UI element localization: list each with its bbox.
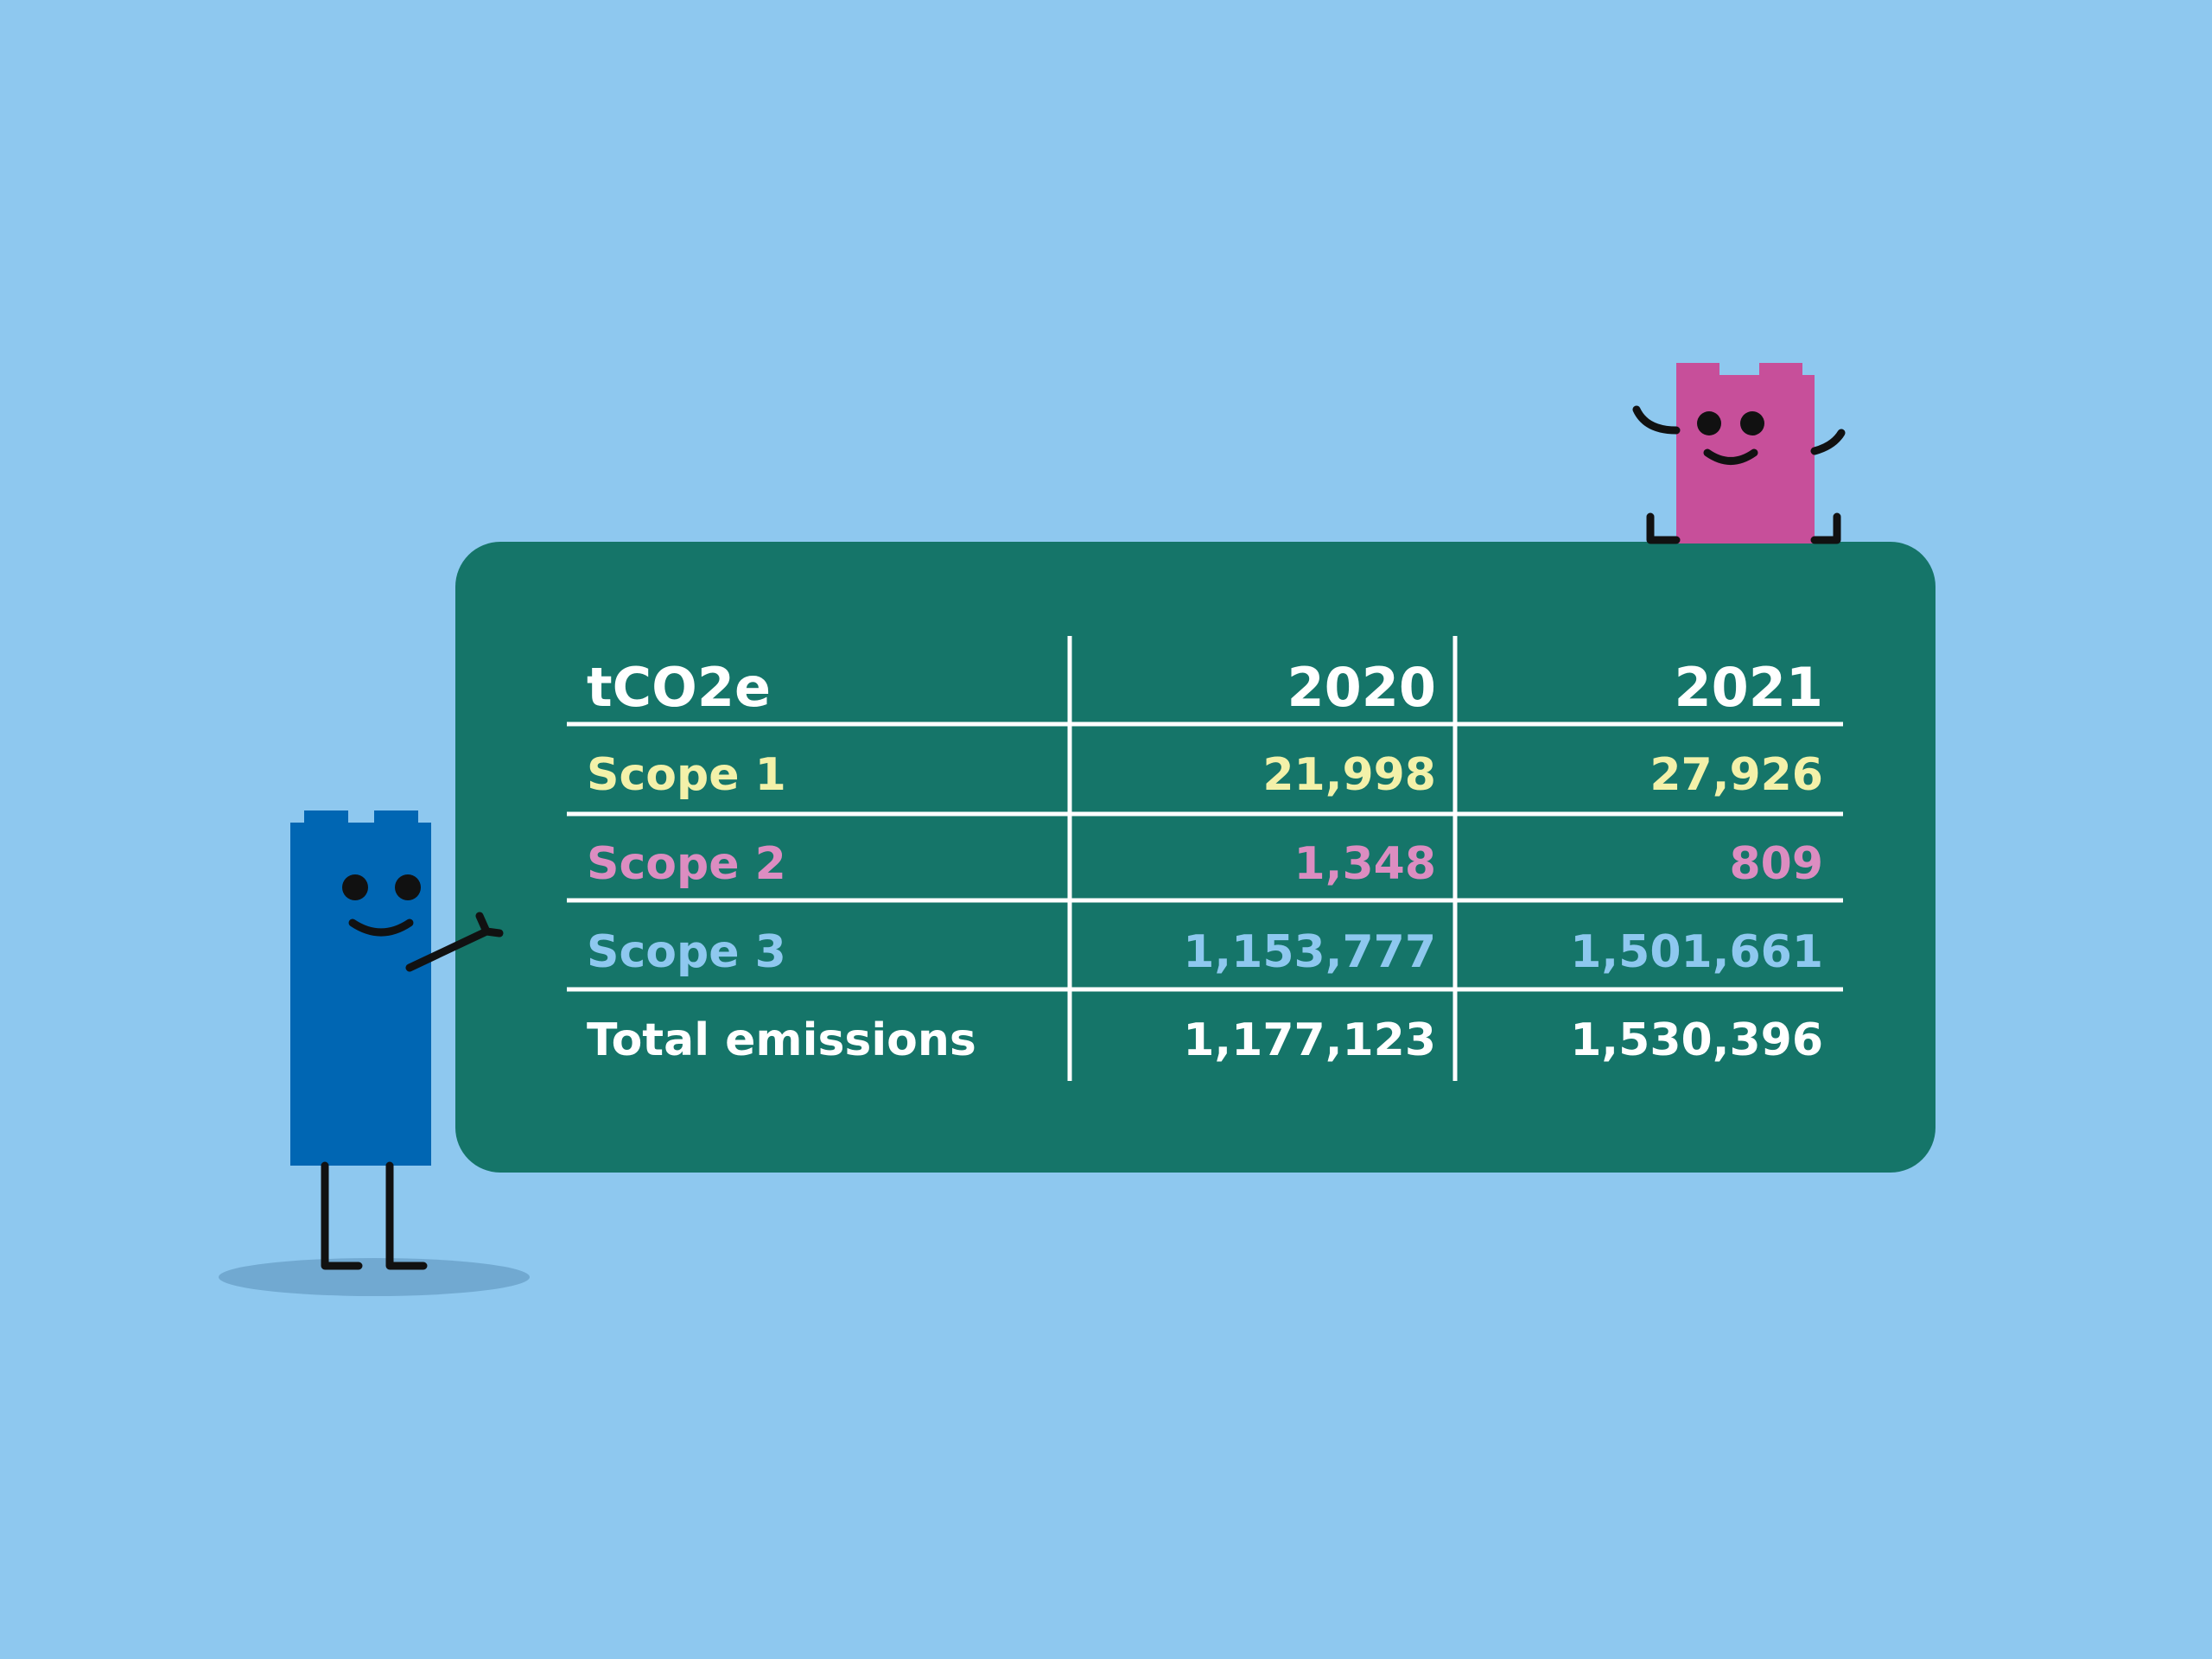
value-cell: 21,998 [1262,749,1436,801]
eye [1697,411,1721,435]
smile [348,918,414,937]
value-cell: 1,530,396 [1570,1014,1823,1066]
stud [1676,363,1719,378]
eye [1740,411,1764,435]
row-label: Scope 2 [587,838,786,890]
legs [1646,512,1841,544]
stud [1759,363,1802,378]
row-label: Total emissions [587,1014,976,1066]
value-cell: 1,501,661 [1570,926,1823,978]
shadow [219,1258,530,1296]
blue-character [219,810,530,1296]
table-panel [455,542,1936,1173]
value-cell: 27,926 [1649,749,1823,801]
eye [395,874,421,900]
table-rules [567,636,1843,1081]
row-label: Scope 1 [587,749,786,801]
pink-character [1632,363,1846,544]
header-cell: tCO2e [587,656,771,719]
header-cell: 2020 [1287,656,1436,719]
value-cell: 1,153,777 [1183,926,1436,978]
arm [1810,429,1846,455]
row-label: Scope 3 [587,926,786,978]
eye [342,874,368,900]
value-cell: 1,177,123 [1183,1014,1436,1066]
arm [405,912,504,972]
smile [1703,448,1758,465]
table: tCO2e 2020 2021 Scope 1 21,998 27,926 Scope… [587,656,1823,1066]
body [290,823,431,1166]
header-cell: 2021 [1674,656,1823,719]
arm [1632,405,1681,435]
value-cell: 809 [1729,838,1823,890]
value-cell: 1,348 [1294,838,1436,890]
legs [321,1161,428,1270]
stud [304,810,348,826]
stud [374,810,418,826]
